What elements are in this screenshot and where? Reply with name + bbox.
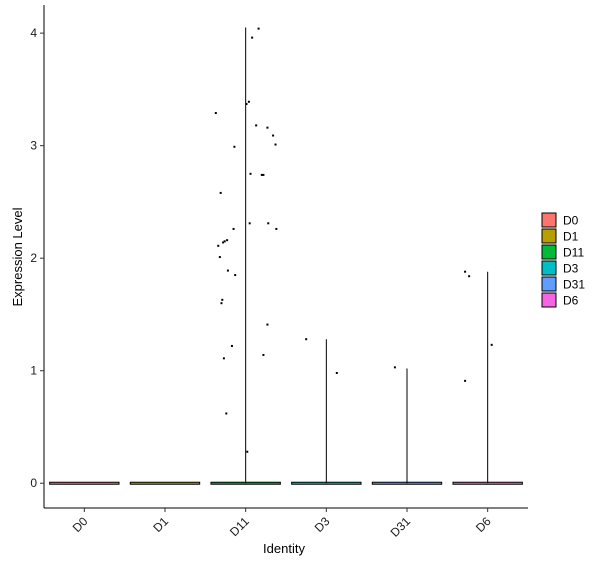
data-point [393, 366, 396, 369]
y-tick-label: 3 [30, 139, 37, 153]
x-tick-label: D0 [70, 514, 91, 535]
violin-d3 [291, 338, 362, 485]
violin-d6 [452, 270, 523, 485]
y-axis-title: Expression Level [10, 207, 25, 306]
legend-swatch [541, 260, 557, 276]
data-point [335, 371, 338, 374]
legend-item-d1: D1 [541, 228, 579, 244]
violin-d11 [210, 27, 281, 485]
legend-label: D6 [563, 294, 579, 308]
data-point [266, 126, 269, 129]
data-point [305, 338, 308, 341]
data-point [267, 222, 270, 225]
x-tick-label: D1 [150, 514, 171, 535]
legend-swatch [541, 276, 557, 292]
y-tick-label: 2 [30, 251, 37, 265]
data-point [222, 357, 225, 360]
violin-d0 [49, 481, 120, 485]
legend-item-d3: D3 [541, 260, 579, 276]
legend-item-d0: D0 [541, 212, 579, 228]
data-point [218, 256, 221, 259]
data-point [468, 275, 471, 278]
data-point [226, 269, 229, 272]
data-point [247, 100, 250, 103]
x-axis-title: Identity [263, 541, 305, 556]
violin-d31 [371, 366, 443, 485]
x-tick-label: D11 [227, 514, 252, 539]
data-point [221, 298, 224, 301]
data-point [233, 145, 236, 148]
data-point [260, 173, 263, 176]
data-point [262, 353, 265, 356]
data-point [255, 124, 258, 127]
data-point [232, 227, 235, 230]
data-point [222, 241, 225, 244]
data-point [464, 270, 467, 273]
data-point [219, 191, 222, 194]
violin-d1 [129, 481, 201, 485]
legend-label: D1 [563, 230, 579, 244]
legend-item-d6: D6 [541, 292, 579, 308]
legend-swatch [541, 292, 557, 308]
data-point [214, 112, 217, 115]
legend-swatch [541, 212, 557, 228]
data-point [490, 343, 493, 346]
data-point [225, 412, 228, 415]
violin-body [129, 481, 201, 485]
legend-label: D3 [563, 262, 579, 276]
legend-label: D11 [563, 246, 584, 260]
x-tick-label: D3 [312, 514, 333, 535]
violin-body [49, 481, 120, 485]
data-point [272, 134, 275, 137]
data-point [262, 173, 265, 176]
data-point [249, 172, 252, 175]
legend-item-d31: D31 [541, 276, 585, 292]
legend: D0 D1 D11 D3 D31 D6 [541, 212, 585, 308]
y-tick-label: 0 [30, 476, 37, 490]
data-point [246, 450, 249, 453]
plot-area [49, 27, 523, 485]
legend-swatch [541, 244, 557, 260]
x-tick-label: D6 [473, 514, 494, 535]
data-point [230, 344, 233, 347]
data-point [274, 143, 277, 146]
legend-swatch [541, 228, 557, 244]
data-point [217, 244, 220, 247]
data-point [248, 222, 251, 225]
data-point [251, 36, 254, 39]
x-tick-label: D31 [388, 514, 414, 540]
y-tick-label: 1 [30, 364, 37, 378]
y-tick-label: 4 [30, 26, 37, 40]
data-point [245, 103, 248, 106]
data-point [226, 239, 229, 242]
legend-label: D0 [563, 214, 579, 228]
data-point [234, 274, 237, 277]
x-axis: D0 D1 D11 D3 D31 D6 [44, 507, 528, 540]
legend-item-d11: D11 [541, 244, 584, 260]
data-point [464, 379, 467, 382]
data-point [275, 227, 278, 230]
data-point [257, 27, 260, 30]
data-point [223, 240, 226, 243]
legend-label: D31 [563, 278, 585, 292]
data-point [266, 323, 269, 326]
data-point [220, 302, 223, 305]
y-axis: 0 1 2 3 4 [30, 5, 45, 508]
